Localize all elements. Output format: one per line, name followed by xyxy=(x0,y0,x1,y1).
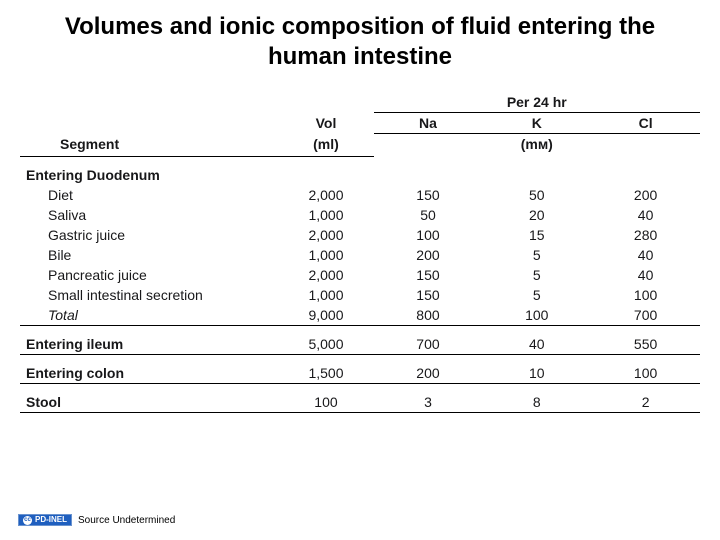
section-heading: Entering ileum xyxy=(20,325,278,354)
row-vol: 1,000 xyxy=(278,245,373,265)
row-na: 150 xyxy=(374,265,483,285)
badge-text: PD-INEL xyxy=(35,515,67,525)
row-na: 150 xyxy=(374,285,483,305)
row-vol: 5,000 xyxy=(278,325,373,354)
row-k: 50 xyxy=(482,185,591,205)
row-k: 100 xyxy=(482,305,591,326)
row-vol: 9,000 xyxy=(278,305,373,326)
section-heading-row: Entering Duodenum xyxy=(20,156,700,185)
page-title: Volumes and ionic composition of fluid e… xyxy=(0,0,720,80)
row-label: Small intestinal secretion xyxy=(20,285,278,305)
row-cl: 100 xyxy=(591,285,700,305)
col-na: Na xyxy=(374,113,483,134)
header-row-ions: Vol Na K Cl xyxy=(20,113,700,134)
row-na: 100 xyxy=(374,225,483,245)
row-k: 15 xyxy=(482,225,591,245)
row-k: 10 xyxy=(482,354,591,383)
col-k: K xyxy=(482,113,591,134)
row-cl: 280 xyxy=(591,225,700,245)
table-row: Pancreatic juice 2,000 150 5 40 xyxy=(20,265,700,285)
row-cl: 100 xyxy=(591,354,700,383)
row-na: 50 xyxy=(374,205,483,225)
row-vol: 2,000 xyxy=(278,225,373,245)
row-k: 20 xyxy=(482,205,591,225)
col-ion-unit: (mм) xyxy=(374,134,700,157)
footer: cc PD-INEL Source Undetermined xyxy=(18,514,175,526)
row-cl: 200 xyxy=(591,185,700,205)
row-vol: 1,000 xyxy=(278,285,373,305)
table-row: Diet 2,000 150 50 200 xyxy=(20,185,700,205)
row-vol: 1,000 xyxy=(278,205,373,225)
row-cl: 2 xyxy=(591,383,700,412)
row-k: 40 xyxy=(482,325,591,354)
row-k: 5 xyxy=(482,285,591,305)
row-vol: 100 xyxy=(278,383,373,412)
row-cl: 40 xyxy=(591,245,700,265)
row-na: 3 xyxy=(374,383,483,412)
row-k: 8 xyxy=(482,383,591,412)
row-cl: 40 xyxy=(591,205,700,225)
row-label: Pancreatic juice xyxy=(20,265,278,285)
section-heading: Stool xyxy=(20,383,278,412)
row-cl: 550 xyxy=(591,325,700,354)
col-vol-unit: (ml) xyxy=(278,134,373,157)
row-vol: 1,500 xyxy=(278,354,373,383)
header-row-per24: Per 24 hr xyxy=(20,88,700,113)
license-badge: cc PD-INEL xyxy=(18,514,72,526)
col-vol: Vol xyxy=(278,113,373,134)
row-k: 5 xyxy=(482,265,591,285)
table-row-total: Total 9,000 800 100 700 xyxy=(20,305,700,326)
row-label: Diet xyxy=(20,185,278,205)
row-label: Total xyxy=(20,305,278,326)
row-vol: 2,000 xyxy=(278,185,373,205)
cc-icon: cc xyxy=(23,516,32,525)
table-row: Bile 1,000 200 5 40 xyxy=(20,245,700,265)
row-label: Bile xyxy=(20,245,278,265)
table-row: Small intestinal secretion 1,000 150 5 1… xyxy=(20,285,700,305)
col-segment: Segment xyxy=(20,134,278,157)
source-text: Source Undetermined xyxy=(78,515,175,526)
table-row: Saliva 1,000 50 20 40 xyxy=(20,205,700,225)
row-na: 150 xyxy=(374,185,483,205)
fluid-table: Per 24 hr Vol Na K Cl Segment (ml) (mм) … xyxy=(20,88,700,413)
col-per24: Per 24 hr xyxy=(374,88,700,113)
row-label: Saliva xyxy=(20,205,278,225)
row-na: 200 xyxy=(374,245,483,265)
row-k: 5 xyxy=(482,245,591,265)
header-row-units: Segment (ml) (mм) xyxy=(20,134,700,157)
row-vol: 2,000 xyxy=(278,265,373,285)
section-heading: Entering colon xyxy=(20,354,278,383)
slide: Volumes and ionic composition of fluid e… xyxy=(0,0,720,540)
row-na: 200 xyxy=(374,354,483,383)
row-na: 700 xyxy=(374,325,483,354)
table-row: Entering colon 1,500 200 10 100 xyxy=(20,354,700,383)
row-cl: 700 xyxy=(591,305,700,326)
col-cl: Cl xyxy=(591,113,700,134)
row-cl: 40 xyxy=(591,265,700,285)
section-heading: Entering Duodenum xyxy=(20,156,278,185)
table-row: Entering ileum 5,000 700 40 550 xyxy=(20,325,700,354)
table-row: Gastric juice 2,000 100 15 280 xyxy=(20,225,700,245)
row-label: Gastric juice xyxy=(20,225,278,245)
table-row: Stool 100 3 8 2 xyxy=(20,383,700,412)
row-na: 800 xyxy=(374,305,483,326)
fluid-table-wrap: Per 24 hr Vol Na K Cl Segment (ml) (mм) … xyxy=(0,80,720,413)
